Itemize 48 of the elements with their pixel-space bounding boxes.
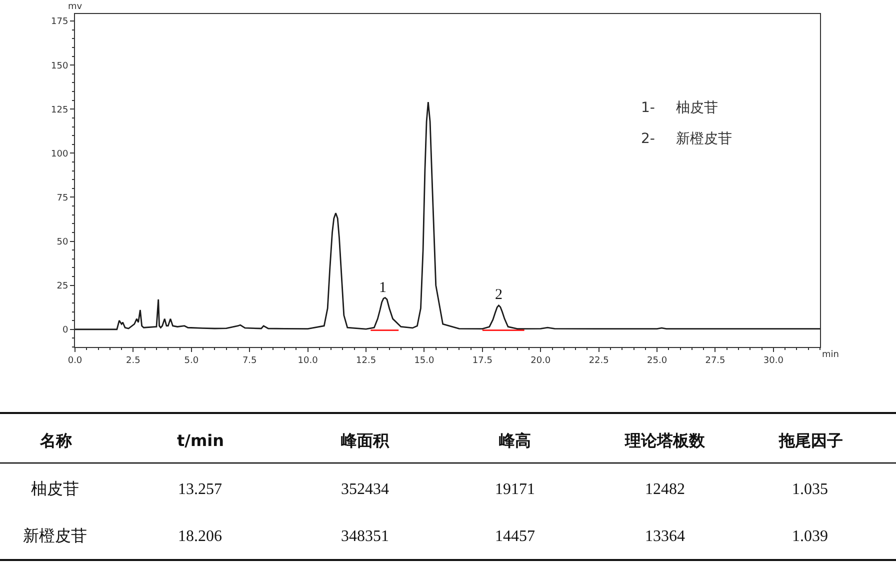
text: 拖尾因子 <box>778 431 843 450</box>
y-tick-label: 100 <box>51 149 68 160</box>
x-tick-label: 5.0 <box>184 356 199 366</box>
x-tick-label: 27.5 <box>705 356 726 366</box>
y-tick-label: 50 <box>56 237 68 248</box>
x-tick-label: 15.0 <box>414 356 435 366</box>
x-tick-label: 30.0 <box>763 356 784 366</box>
y-tick-label: 75 <box>56 193 68 204</box>
text: 名称 <box>39 431 72 450</box>
y-tick-label: 175 <box>51 17 68 28</box>
text: 352434 <box>341 481 389 498</box>
text: 348351 <box>341 528 389 545</box>
text: t/min <box>177 431 224 450</box>
text: 理论塔板数 <box>624 431 706 450</box>
text: 柚皮苷 <box>31 480 79 498</box>
text: 19171 <box>495 481 535 498</box>
y-tick-label: 125 <box>51 105 68 116</box>
x-axis-title: min <box>822 350 839 360</box>
text: 峰高 <box>499 431 531 450</box>
text: 12482 <box>645 481 685 498</box>
y-axis-title: mv <box>68 2 83 12</box>
x-tick-label: 10.0 <box>298 356 318 366</box>
annotation: 柚皮苷 <box>676 100 718 116</box>
line-series <box>75 101 820 330</box>
x-tick-label: 12.5 <box>356 356 376 366</box>
annotation: 新橙皮苷 <box>676 131 732 147</box>
x-tick-label: 22.5 <box>588 356 609 366</box>
text: 1.035 <box>792 481 828 498</box>
text: 13.257 <box>178 481 222 498</box>
annotation: 2 <box>495 287 502 303</box>
text: 1.039 <box>792 528 828 545</box>
x-tick-label: 0.0 <box>68 356 82 366</box>
text: 13364 <box>645 528 685 545</box>
text: 新橙皮苷 <box>23 527 87 545</box>
x-tick-label: 25.0 <box>647 356 668 366</box>
annotation: 2- <box>641 131 655 147</box>
y-tick-label: 0 <box>62 326 68 336</box>
text: 18.206 <box>178 528 222 545</box>
annotation: 1 <box>379 280 386 296</box>
annotation: 1- <box>641 100 655 116</box>
x-tick-label: 2.5 <box>126 356 140 366</box>
x-tick-label: 20.0 <box>530 356 551 366</box>
x-tick-label: 17.5 <box>472 356 492 366</box>
text: 14457 <box>495 528 535 545</box>
y-tick-label: 25 <box>56 281 68 292</box>
y-tick-label: 150 <box>51 61 68 72</box>
x-tick-label: 7.5 <box>242 356 257 366</box>
text: 峰面积 <box>341 431 390 450</box>
